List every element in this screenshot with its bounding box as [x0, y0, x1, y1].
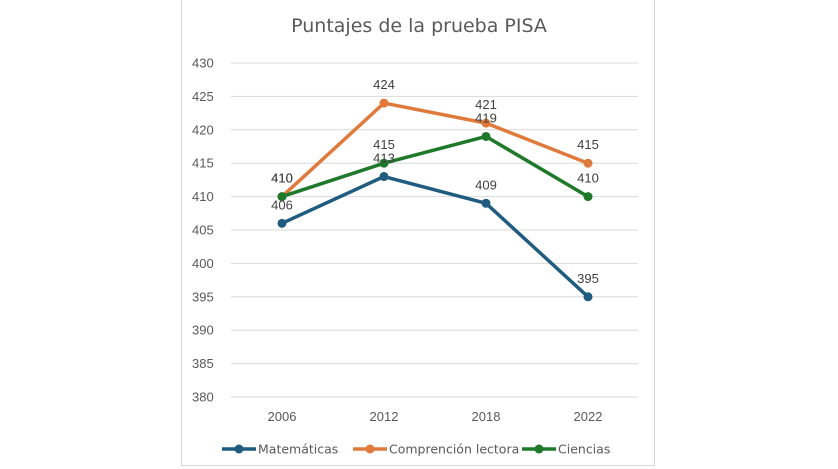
data-point — [277, 192, 287, 202]
y-tick-label: 390 — [192, 323, 214, 338]
data-label: 409 — [475, 177, 497, 192]
data-label: 419 — [475, 110, 497, 125]
y-tick-label: 420 — [192, 122, 214, 137]
data-point — [481, 118, 491, 128]
data-point — [583, 158, 593, 168]
data-point — [583, 192, 593, 202]
legend-swatch-marker — [534, 444, 544, 454]
legend-label: Ciencias — [558, 442, 610, 457]
x-tick-label: 2006 — [268, 409, 297, 424]
y-tick-label: 410 — [192, 189, 214, 204]
y-tick-label: 385 — [192, 356, 214, 371]
chart-title: Puntajes de la prueba PISA — [291, 15, 547, 37]
chart-panel: Puntajes de la prueba PISA 430 425 420 415 4… — [181, 0, 655, 466]
data-point — [277, 218, 287, 228]
data-point — [379, 158, 389, 168]
y-tick-label: 430 — [192, 56, 214, 71]
legend-label: Matemáticas — [258, 442, 338, 457]
data-label: 395 — [577, 271, 599, 286]
series-line — [280, 101, 589, 198]
data-point — [481, 131, 491, 141]
data-point — [379, 98, 389, 108]
data-label: 410 — [271, 171, 293, 186]
data-label: 415 — [373, 137, 395, 152]
data-label: 410 — [271, 171, 293, 186]
data-label: 421 — [475, 97, 497, 112]
data-label: 410 — [577, 171, 599, 186]
legend-swatch-marker — [234, 444, 244, 454]
series-line — [281, 134, 589, 199]
line-chart: Puntajes de la prueba PISA 4304254204154… — [192, 15, 638, 457]
data-point — [379, 172, 389, 182]
y-tick-label: 400 — [192, 256, 214, 271]
y-tick-label: 380 — [192, 390, 214, 405]
data-label: 424 — [373, 77, 395, 92]
legend-swatch-marker — [365, 444, 375, 454]
y-tick-label: 395 — [192, 289, 214, 304]
y-tick-label: 425 — [192, 89, 214, 104]
data-label: 415 — [577, 137, 599, 152]
data-label: 413 — [373, 151, 395, 166]
x-tick-label: 2012 — [370, 409, 399, 424]
x-tick-label: 2018 — [472, 409, 501, 424]
data-point — [583, 292, 593, 302]
x-tick-label: 2022 — [574, 409, 603, 424]
y-tick-label: 415 — [192, 156, 214, 171]
series-line — [281, 174, 590, 299]
data-point — [481, 198, 491, 208]
legend-label: Comprención lectora — [389, 442, 519, 457]
data-label: 406 — [271, 197, 293, 212]
y-tick-label: 405 — [192, 223, 214, 238]
